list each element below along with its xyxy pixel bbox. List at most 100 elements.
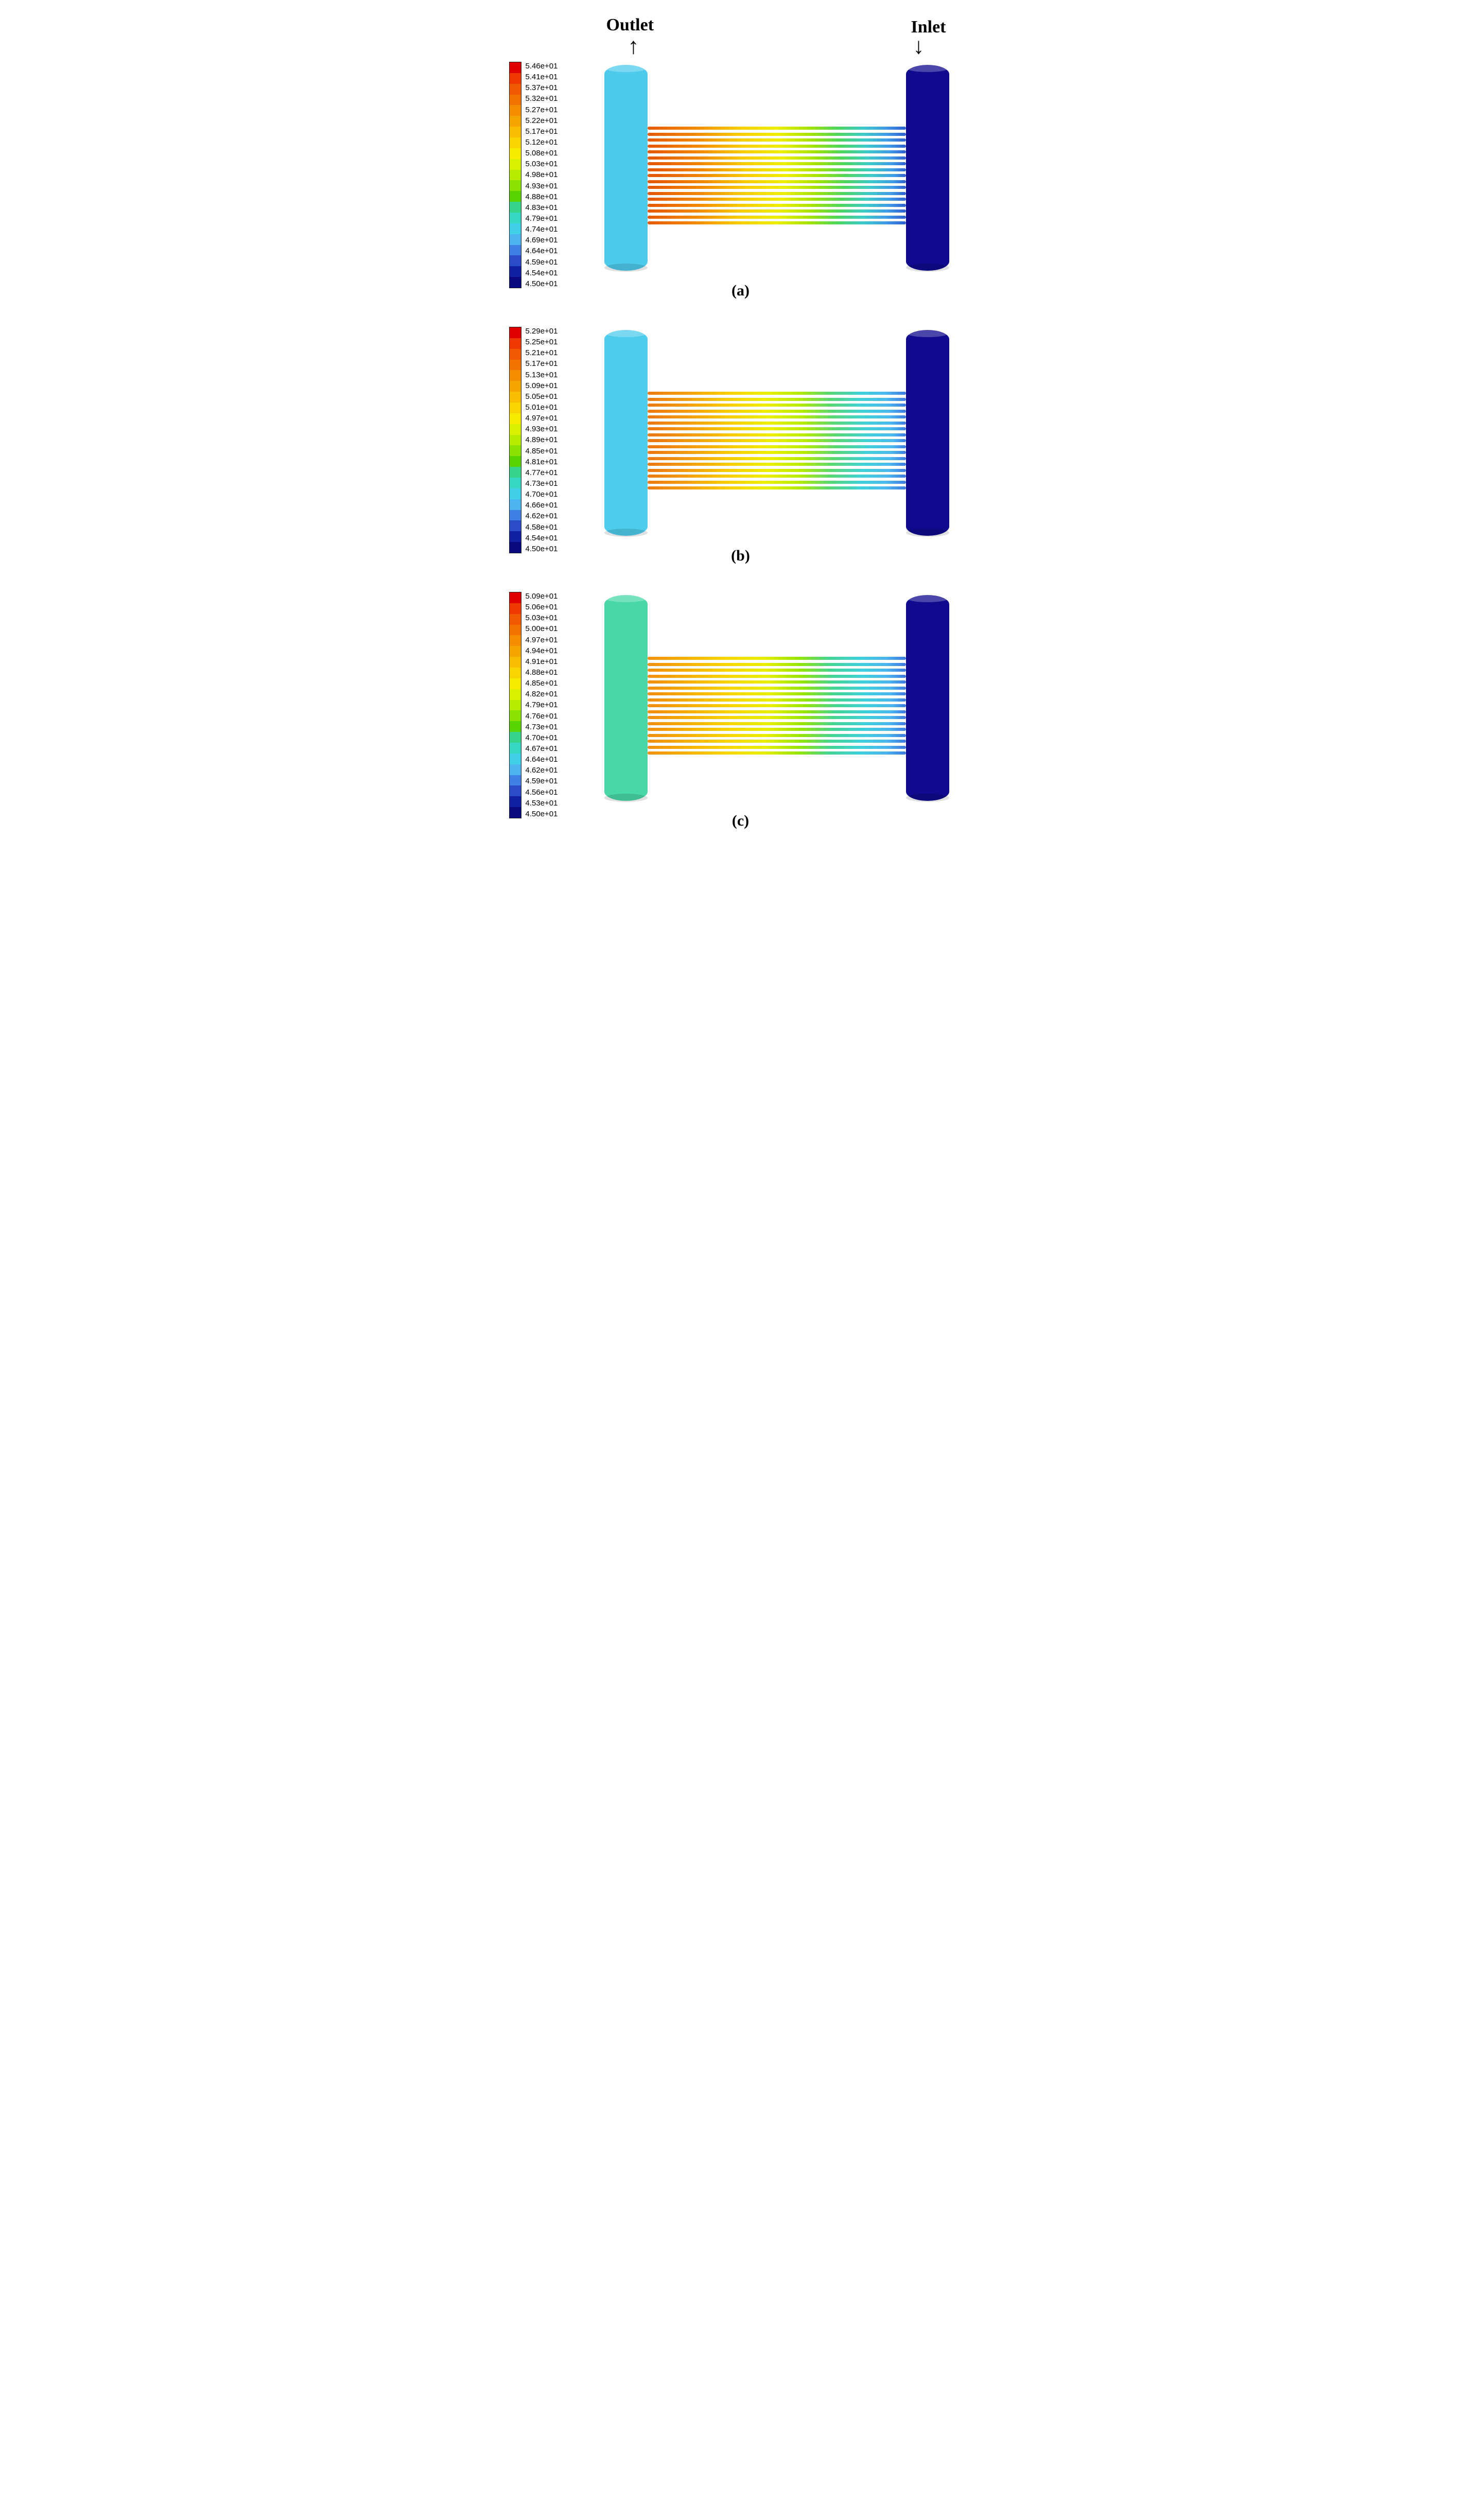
tube xyxy=(648,138,906,142)
tube xyxy=(648,680,906,684)
color-legend: 5.29e+015.25e+015.21e+015.17e+015.13e+01… xyxy=(509,327,597,553)
color-legend: 5.09e+015.06e+015.03e+015.00e+014.97e+01… xyxy=(509,592,597,818)
legend-swatch xyxy=(510,775,521,786)
legend-tick-label: 4.54e+01 xyxy=(526,269,558,277)
legend-swatch xyxy=(510,402,521,413)
legend-swatch xyxy=(510,614,521,625)
figure-root: Outlet ↑ Inlet ↓ 5.46e+015.41e+015.37e+0… xyxy=(509,15,972,829)
legend-tick-label: 4.94e+01 xyxy=(526,646,558,655)
tube xyxy=(648,133,906,136)
legend-swatch xyxy=(510,700,521,711)
legend-swatch xyxy=(510,499,521,510)
legend-tick-label: 4.79e+01 xyxy=(526,701,558,709)
tube xyxy=(648,463,906,466)
tube xyxy=(648,486,906,489)
legend-tick-label: 5.41e+01 xyxy=(526,73,558,81)
legend-tick-label: 5.12e+01 xyxy=(526,138,558,147)
tube xyxy=(648,404,906,407)
tube xyxy=(648,746,906,749)
outlet-cylinder xyxy=(604,65,648,271)
legend-colorbar xyxy=(509,62,521,288)
tube xyxy=(648,740,906,743)
tube xyxy=(648,204,906,207)
legend-swatch xyxy=(510,413,521,424)
legend-tick-label: 4.62e+01 xyxy=(526,766,558,775)
legend-swatch xyxy=(510,478,521,488)
legend-swatch xyxy=(510,785,521,796)
tube xyxy=(648,734,906,737)
legend-tick-label: 4.64e+01 xyxy=(526,755,558,764)
legend-swatch xyxy=(510,807,521,818)
legend-swatch xyxy=(510,159,521,170)
legend-swatch xyxy=(510,592,521,603)
legend-tick-label: 5.25e+01 xyxy=(526,338,558,346)
tube xyxy=(648,156,906,160)
legend-labels: 5.29e+015.25e+015.21e+015.17e+015.13e+01… xyxy=(521,327,558,553)
legend-tick-label: 4.54e+01 xyxy=(526,534,558,542)
tube xyxy=(648,457,906,460)
color-legend: 5.46e+015.41e+015.37e+015.32e+015.27e+01… xyxy=(509,62,597,288)
legend-tick-label: 4.85e+01 xyxy=(526,447,558,456)
legend-tick-label: 4.50e+01 xyxy=(526,810,558,818)
tube xyxy=(648,669,906,672)
legend-swatch xyxy=(510,327,521,338)
legend-tick-label: 5.08e+01 xyxy=(526,149,558,157)
legend-swatch xyxy=(510,678,521,689)
tube-bank xyxy=(648,657,906,755)
legend-swatch xyxy=(510,689,521,700)
tube xyxy=(648,192,906,195)
legend-tick-label: 4.79e+01 xyxy=(526,214,558,223)
legend-swatch xyxy=(510,73,521,84)
contour-graphic xyxy=(604,65,949,271)
tube xyxy=(648,150,906,153)
contour-graphic xyxy=(604,330,949,536)
legend-swatch xyxy=(510,255,521,266)
tube xyxy=(648,433,906,436)
legend-swatch xyxy=(510,625,521,636)
legend-swatch xyxy=(510,116,521,127)
panel-a: 5.46e+015.41e+015.37e+015.32e+015.27e+01… xyxy=(509,62,972,299)
tube xyxy=(648,451,906,454)
legend-swatch xyxy=(510,127,521,137)
legend-swatch xyxy=(510,520,521,531)
tube xyxy=(648,145,906,148)
inlet-cylinder xyxy=(906,595,949,801)
legend-swatch xyxy=(510,710,521,721)
legend-swatch xyxy=(510,266,521,277)
legend-tick-label: 4.93e+01 xyxy=(526,182,558,190)
legend-tick-label: 4.70e+01 xyxy=(526,733,558,742)
legend-swatch xyxy=(510,234,521,245)
legend-swatch xyxy=(510,721,521,732)
tube xyxy=(648,174,906,177)
legend-swatch xyxy=(510,646,521,657)
tube xyxy=(648,216,906,219)
legend-tick-label: 4.88e+01 xyxy=(526,192,558,201)
tube xyxy=(648,687,906,690)
legend-tick-label: 4.97e+01 xyxy=(526,414,558,423)
legend-swatch xyxy=(510,657,521,668)
legend-swatch xyxy=(510,95,521,106)
legend-swatch xyxy=(510,796,521,807)
legend-tick-label: 5.13e+01 xyxy=(526,371,558,379)
tube xyxy=(648,398,906,401)
header-labels: Outlet ↑ Inlet ↓ xyxy=(604,15,949,62)
legend-tick-label: 5.46e+01 xyxy=(526,62,558,71)
tube xyxy=(648,751,906,755)
outlet-label: Outlet xyxy=(606,15,654,35)
legend-swatch xyxy=(510,148,521,159)
legend-swatch xyxy=(510,191,521,202)
tube xyxy=(648,445,906,448)
legend-swatch xyxy=(510,62,521,73)
tube xyxy=(648,221,906,224)
tube xyxy=(648,180,906,183)
legend-tick-label: 4.82e+01 xyxy=(526,690,558,698)
tube xyxy=(648,657,906,660)
legend-tick-label: 4.83e+01 xyxy=(526,203,558,212)
legend-tick-label: 4.85e+01 xyxy=(526,679,558,688)
legend-swatch xyxy=(510,213,521,223)
legend-swatch xyxy=(510,603,521,614)
legend-swatch xyxy=(510,510,521,521)
inlet-arrow-icon: ↓ xyxy=(913,35,925,58)
panel-c: 5.09e+015.06e+015.03e+015.00e+014.97e+01… xyxy=(509,592,972,829)
legend-tick-label: 4.62e+01 xyxy=(526,512,558,520)
